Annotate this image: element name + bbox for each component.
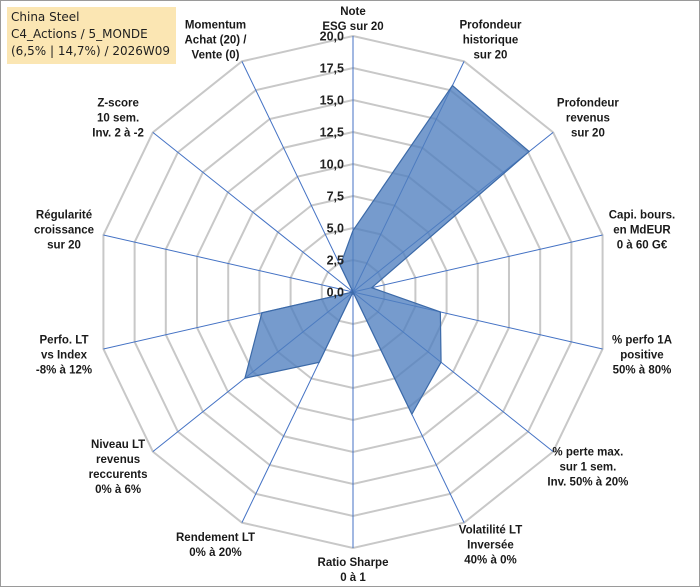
- axis-label-line: sur 20: [47, 240, 81, 252]
- axis-label-line: vs Index: [41, 349, 88, 361]
- axis-label-line: 0% à 6%: [95, 484, 141, 496]
- radial-tick-label-5: 12,5: [320, 126, 344, 140]
- axis-label-line: -8% à 12%: [36, 364, 92, 376]
- radial-tick-label-6: 15,0: [320, 94, 344, 108]
- data-point-2: [528, 151, 530, 153]
- axis-label-2: Profondeur revenus sur 20: [557, 97, 619, 139]
- data-point-6: [411, 413, 413, 415]
- axis-label-line: 10 sem.: [97, 112, 139, 124]
- data-point-13: [339, 264, 341, 266]
- axis-label-1: Profondeur historique sur 20: [459, 20, 521, 62]
- radial-tick-label-1: 2,5: [327, 254, 344, 268]
- axis-label-line: Momentum: [185, 20, 246, 32]
- axis-label-0: Note ESG sur 20: [322, 6, 383, 33]
- axis-label-line: historique: [463, 35, 519, 47]
- axis-label-line: sur 20: [571, 127, 605, 139]
- data-series-area: [244, 84, 531, 416]
- chart-title-box: China Steel C4_Actions / 5_MONDE (6,5% |…: [7, 7, 176, 64]
- axis-label-line: Achat (20) /: [185, 35, 248, 47]
- axis-label-line: Profondeur: [557, 97, 619, 109]
- data-point-4: [439, 311, 441, 313]
- axis-label-line: % perte max.: [552, 447, 623, 459]
- axis-label-7: Ratio Sharpe 0 à 1: [318, 557, 389, 584]
- axis-label-line: sur 1 sem.: [559, 462, 616, 474]
- data-point-1: [451, 85, 453, 87]
- radial-tick-label-7: 17,5: [320, 62, 344, 76]
- axis-label-line: en MdEUR: [613, 225, 671, 237]
- data-point-8: [318, 361, 320, 363]
- axis-label-line: Niveau LT: [91, 439, 145, 451]
- axis-label-8: Rendement LT 0% à 20%: [176, 532, 255, 559]
- axis-spoke-12: [152, 131, 354, 293]
- radial-tick-label-0: 0,0: [327, 286, 344, 300]
- radial-tick-label-3: 7,5: [327, 190, 344, 204]
- data-point-5: [440, 361, 442, 363]
- axis-label-line: revenus: [96, 454, 140, 466]
- axis-label-line: 50% à 80%: [613, 364, 672, 376]
- chart-subtitle-portfolio: C4_Actions / 5_MONDE: [11, 27, 148, 41]
- axis-label-10: Perfo. LT vs Index -8% à 12%: [36, 334, 92, 376]
- axis-label-line: Note: [340, 6, 366, 18]
- axis-label-line: Inversée: [467, 539, 514, 551]
- axis-label-line: Profondeur: [459, 20, 521, 32]
- axis-label-line: Capi. bours.: [609, 210, 675, 222]
- axis-label-12: Z-score 10 sem. Inv. 2 à -2: [92, 97, 144, 139]
- axis-label-line: Rendement LT: [176, 532, 255, 544]
- data-point-10: [261, 312, 263, 314]
- axis-label-6: Volatilité LT Inversée 40% à 0%: [459, 524, 522, 566]
- axis-label-line: Régularité: [36, 210, 92, 222]
- radial-tick-label-2: 5,0: [327, 222, 344, 236]
- axis-label-line: 0% à 20%: [189, 547, 241, 559]
- chart-title: China Steel: [11, 10, 80, 24]
- axis-label-line: croissance: [34, 225, 94, 237]
- axis-label-line: ESG sur 20: [322, 21, 383, 33]
- axis-label-5: % perte max. sur 1 sem. Inv. 50% à 20%: [547, 447, 628, 489]
- axis-label-line: Ratio Sharpe: [318, 557, 389, 569]
- axis-label-line: 0 à 60 G€: [617, 240, 668, 252]
- data-point-3: [371, 287, 373, 289]
- radial-tick-label-8: 20,0: [320, 30, 344, 44]
- data-point-12: [352, 291, 354, 293]
- axis-label-4: % perfo 1A positive 50% à 80%: [612, 334, 672, 376]
- data-point-0: [352, 230, 354, 232]
- axis-spoke-3: [352, 234, 603, 293]
- axis-label-9: Niveau LT revenus reccurents 0% à 6%: [89, 439, 148, 496]
- axis-label-line: positive: [620, 349, 663, 361]
- axis-label-line: Z-score: [97, 97, 139, 109]
- axis-label-line: % perfo 1A: [612, 334, 672, 346]
- axis-label-line: Inv. 50% à 20%: [547, 477, 628, 489]
- axis-spoke-13: [241, 61, 354, 293]
- axis-label-line: 0 à 1: [340, 572, 366, 584]
- chart-subtitle-stats: (6,5% | 14,7%) / 2026W09: [11, 44, 170, 58]
- radial-tick-label-4: 10,0: [320, 158, 344, 172]
- axis-label-line: reccurents: [89, 469, 148, 481]
- axis-label-line: Vente (0): [192, 50, 240, 62]
- axis-label-3: Capi. bours. en MdEUR 0 à 60 G€: [609, 210, 675, 252]
- axis-label-line: Perfo. LT: [40, 334, 89, 346]
- axis-label-13: Momentum Achat (20) / Vente (0): [185, 20, 248, 62]
- axis-label-line: Inv. 2 à -2: [92, 127, 144, 139]
- axis-label-line: sur 20: [474, 50, 508, 62]
- axis-label-line: Volatilité LT: [459, 524, 522, 536]
- axis-label-line: revenus: [566, 112, 610, 124]
- axis-label-line: 40% à 0%: [464, 554, 516, 566]
- data-point-9: [244, 377, 246, 379]
- axis-label-11: Régularité croissance sur 20: [34, 210, 94, 252]
- axis-spoke-11: [103, 234, 354, 293]
